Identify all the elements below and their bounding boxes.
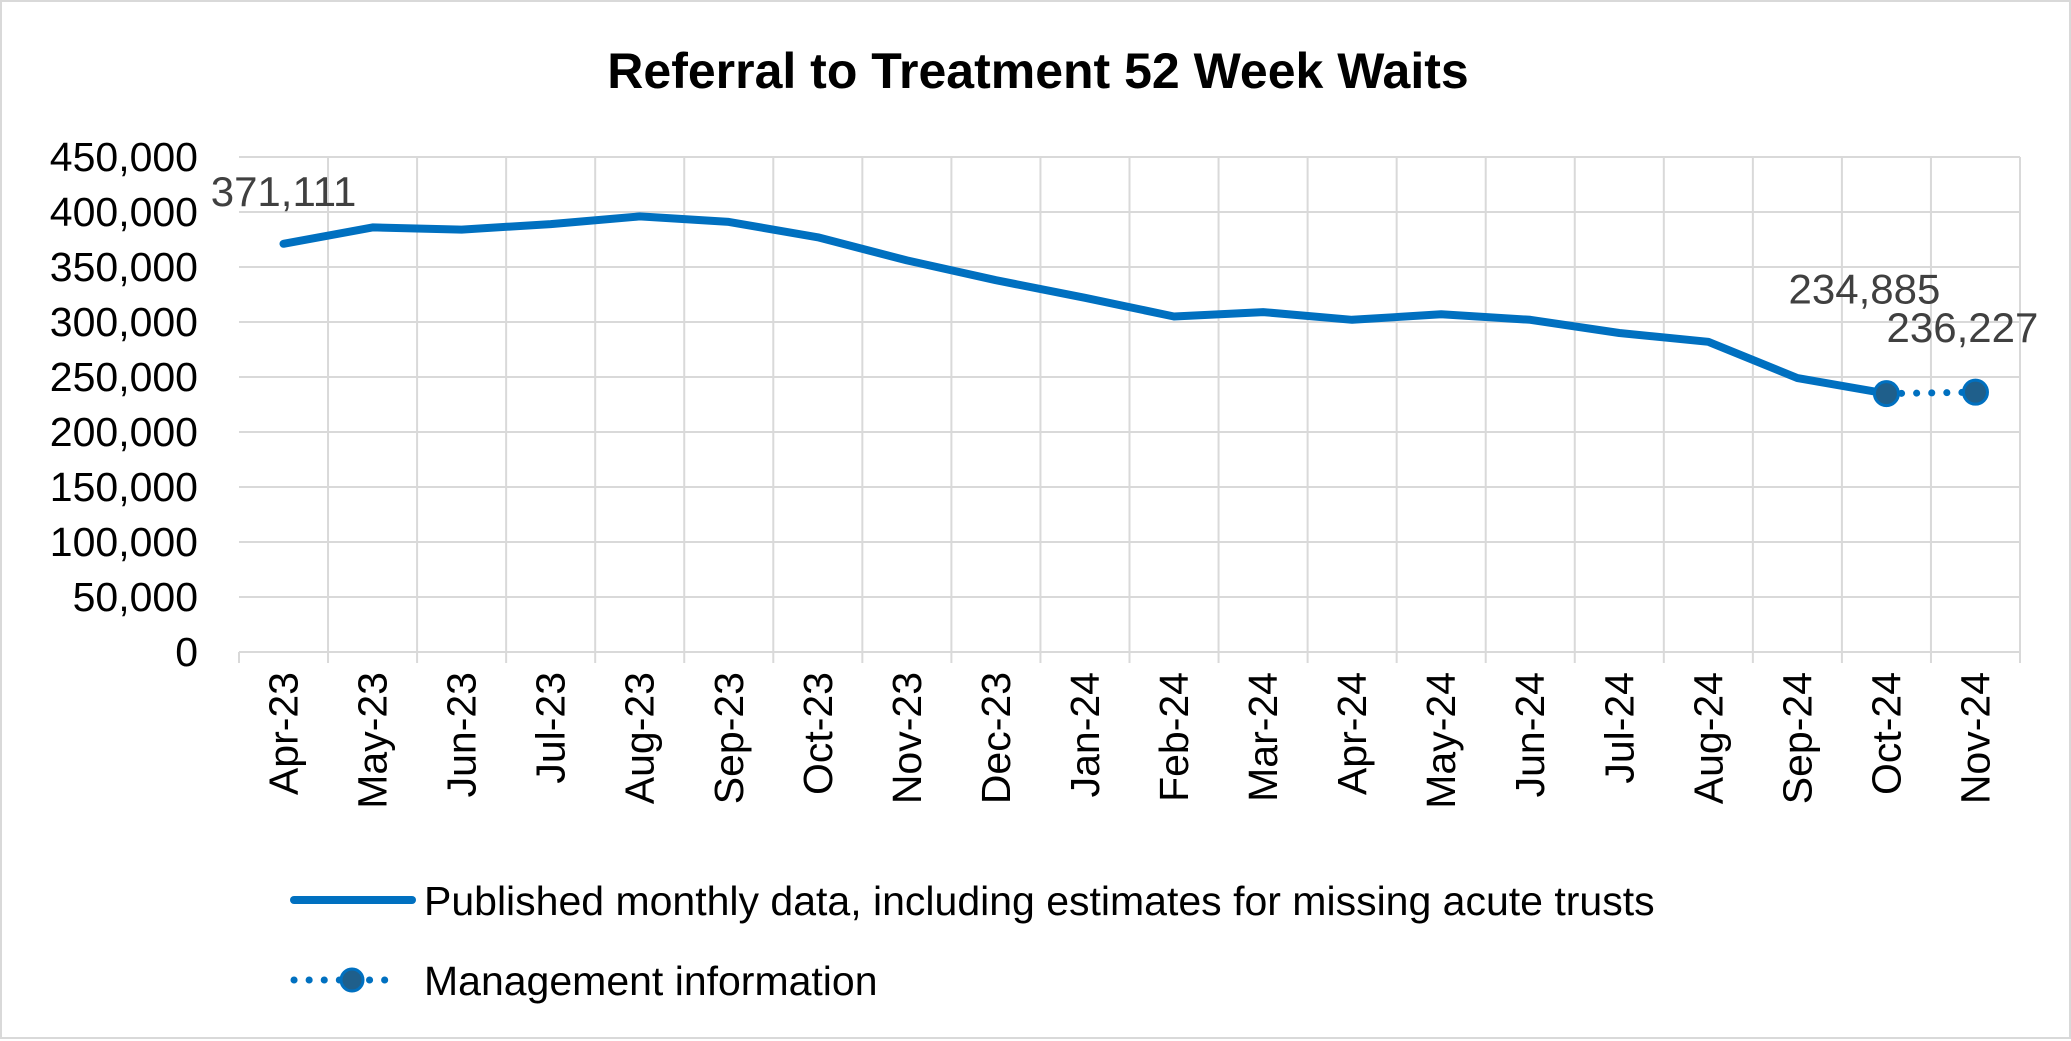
x-tick-label: Feb-24 (1151, 672, 1197, 802)
series-line-management-information (1882, 388, 1979, 398)
y-axis-tick-labels: 0 50,000 100,000 150,000 200,000 250,000 300,0… (50, 134, 198, 675)
x-tick-label: Oct-23 (795, 672, 841, 795)
series-line-published (279, 212, 1891, 398)
y-tick-label: 450,000 (50, 134, 198, 180)
y-tick-label: 200,000 (50, 409, 198, 455)
x-tick-label: Nov-23 (884, 672, 930, 804)
y-tick-label: 350,000 (50, 244, 198, 290)
y-tick-label: 300,000 (50, 299, 198, 345)
x-tick-label: Apr-23 (261, 672, 307, 795)
x-tick-label: Dec-23 (973, 672, 1019, 804)
x-axis-tick-labels: Apr-23 May-23 Jun-23 Jul-23 Aug-23 Sep-23 Oct-… (261, 672, 1999, 809)
data-label: 371,111 (211, 168, 357, 215)
x-tick-label: Mar-24 (1240, 672, 1286, 802)
x-tick-label: May-23 (350, 672, 396, 809)
x-tick-label: Jun-24 (1507, 672, 1553, 797)
x-tick-label: Aug-23 (617, 672, 663, 804)
data-markers (1872, 378, 1989, 408)
data-point-marker (1872, 380, 1900, 408)
axes (238, 651, 2021, 663)
x-tick-label: Jul-23 (528, 672, 574, 784)
x-tick-label: Jan-24 (1062, 672, 1108, 797)
data-point-marker (1961, 378, 1989, 406)
legend-item-management-information: Management information (290, 958, 878, 1004)
legend: Published monthly data, including estima… (290, 878, 1655, 1004)
x-tick-label: Aug-24 (1685, 672, 1731, 804)
chart-title: Referral to Treatment 52 Week Waits (607, 43, 1468, 99)
y-tick-label: 100,000 (50, 519, 198, 565)
y-tick-label: 250,000 (50, 354, 198, 400)
x-tick-label: Apr-24 (1329, 672, 1375, 795)
gridlines (239, 156, 2021, 652)
data-label: 236,227 (1887, 304, 2039, 351)
legend-label-management-information: Management information (424, 958, 878, 1004)
x-tick-label: Jul-24 (1596, 672, 1642, 784)
data-label: 234,885 (1789, 266, 1941, 313)
legend-label-published: Published monthly data, including estima… (424, 878, 1655, 924)
legend-swatch-marker (339, 967, 365, 993)
series-lines (279, 212, 1979, 398)
y-tick-label: 50,000 (73, 574, 198, 620)
x-tick-label: May-24 (1418, 672, 1464, 809)
y-tick-label: 400,000 (50, 189, 198, 235)
x-tick-label: Jun-23 (439, 672, 485, 797)
y-tick-label: 150,000 (50, 464, 198, 510)
x-tick-label: Nov-24 (1952, 672, 1998, 804)
x-tick-label: Oct-24 (1863, 672, 1909, 795)
y-tick-label: 0 (175, 629, 198, 675)
legend-item-published: Published monthly data, including estima… (290, 878, 1655, 924)
x-tick-label: Sep-24 (1774, 672, 1820, 804)
x-tick-label: Sep-23 (706, 672, 752, 804)
